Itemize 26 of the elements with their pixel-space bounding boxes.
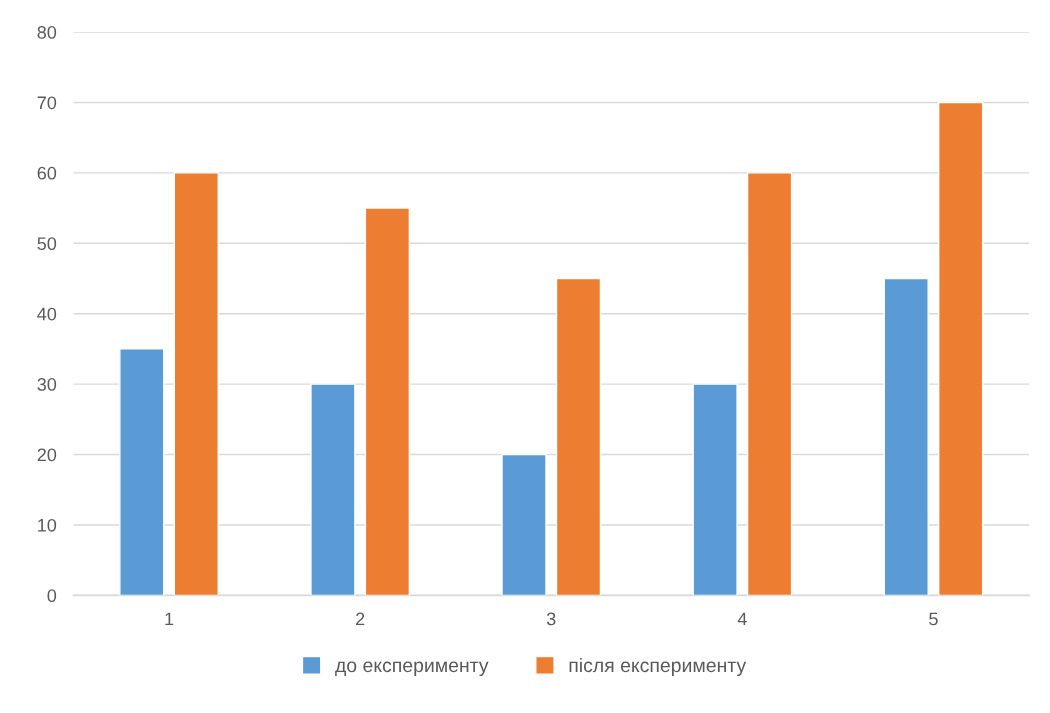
bar xyxy=(883,277,929,596)
x-tick-label: 5 xyxy=(929,612,938,626)
bar xyxy=(555,277,602,596)
y-tick-label: 80 xyxy=(37,26,57,39)
x-tick-label: 2 xyxy=(356,612,365,626)
bar xyxy=(692,383,738,596)
y-tick-label: 10 xyxy=(38,518,57,532)
bar xyxy=(173,172,219,596)
y-tick-label: 20 xyxy=(37,448,57,462)
y-tick-label: 70 xyxy=(37,96,57,110)
legend-label: до експерименту xyxy=(335,661,489,677)
bar xyxy=(310,383,356,596)
y-tick-label: 0 xyxy=(47,589,57,603)
y-tick-label: 30 xyxy=(37,378,57,391)
bar xyxy=(364,207,411,596)
x-tick-label: 4 xyxy=(737,612,747,626)
x-tick-label: 3 xyxy=(546,612,556,626)
bar xyxy=(746,172,793,596)
bar xyxy=(938,101,984,596)
legend-label: після експерименту xyxy=(569,657,747,677)
y-tick-label: 60 xyxy=(37,166,57,180)
y-tick-label: 50 xyxy=(37,237,57,251)
bar xyxy=(501,453,547,596)
y-tick-label: 40 xyxy=(37,307,57,321)
bar xyxy=(119,348,165,596)
x-tick-label: 1 xyxy=(165,612,174,626)
